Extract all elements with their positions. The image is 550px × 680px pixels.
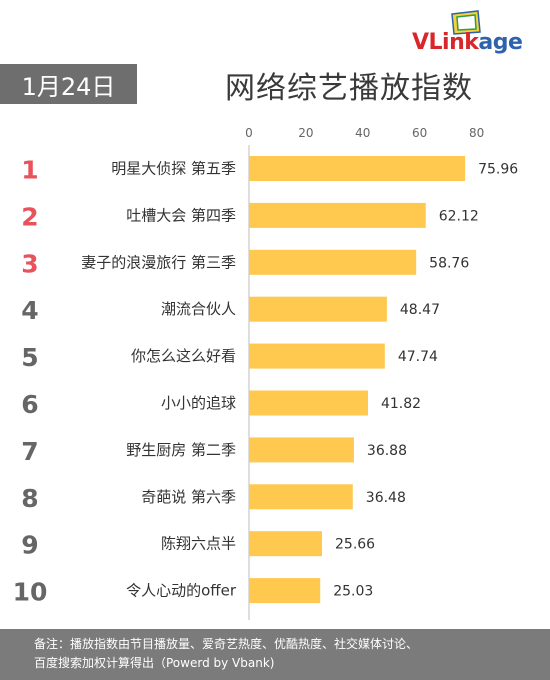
- category-label: 潮流合伙人: [161, 300, 236, 318]
- footer-line-2: 百度搜索加权计算得出（Powerd by Vbank): [34, 656, 275, 670]
- bar: [249, 296, 387, 322]
- footer-note: 备注：播放指数由节目播放量、爱奇艺热度、优酷热度、社交媒体讨论、 百度搜索加权计…: [0, 629, 550, 680]
- x-tick-label: 40: [355, 126, 370, 140]
- bar: [249, 531, 323, 557]
- bar: [249, 484, 353, 510]
- x-tick-label: 0: [245, 126, 253, 140]
- page-title: 网络综艺播放指数: [225, 71, 473, 106]
- rank-number: 1: [21, 156, 38, 185]
- category-label: 妻子的浪漫旅行 第三季: [81, 253, 236, 271]
- bar: [249, 390, 368, 416]
- bar: [249, 578, 321, 604]
- date-label: 1月24日: [21, 72, 116, 101]
- category-label: 明星大侦探 第五季: [111, 160, 236, 178]
- category-label: 奇葩说 第六季: [141, 488, 236, 506]
- rank-number: 4: [21, 296, 38, 325]
- rank-number: 6: [21, 390, 38, 419]
- value-label: 58.76: [429, 255, 469, 271]
- rank-number: 2: [21, 202, 38, 231]
- value-label: 41.82: [381, 396, 421, 412]
- value-label: 48.47: [400, 302, 440, 318]
- value-label: 36.48: [366, 490, 406, 506]
- value-label: 25.66: [335, 537, 375, 553]
- category-label: 野生厨房 第二季: [126, 441, 236, 459]
- x-tick-label: 80: [469, 126, 484, 140]
- rank-number: 7: [21, 437, 38, 466]
- category-label: 吐槽大会 第四季: [126, 206, 236, 224]
- date-badge: 1月24日: [0, 64, 137, 104]
- x-tick-label: 60: [412, 126, 427, 140]
- category-label: 陈翔六点半: [161, 535, 236, 553]
- bar: [249, 437, 354, 463]
- category-label: 令人心动的offer: [126, 582, 237, 600]
- bar: [249, 249, 417, 275]
- vlinkage-logo: VLinkage: [412, 10, 542, 58]
- bar: [249, 343, 385, 369]
- value-label: 36.88: [367, 443, 407, 459]
- rank-number: 9: [21, 531, 38, 560]
- rank-number: 5: [21, 343, 38, 372]
- rank-number: 3: [21, 249, 38, 278]
- bar-chart: 0 20 40 60 80 1 明星大侦探 第五季 75.96 2 吐槽大会 第四季 62.12 3 妻…: [13, 126, 518, 620]
- footer-line-1: 备注：播放指数由节目播放量、爱奇艺热度、优酷热度、社交媒体讨论、: [34, 637, 419, 651]
- value-label: 25.03: [333, 584, 373, 600]
- category-label: 你怎么这么好看: [131, 347, 236, 365]
- category-label: 小小的追球: [161, 394, 236, 412]
- logo-mark-icon: [451, 10, 481, 35]
- logo-text: VLinkage: [412, 30, 523, 55]
- x-tick-label: 20: [298, 126, 313, 140]
- rank-number: 10: [13, 578, 48, 607]
- rank-number: 8: [21, 484, 38, 513]
- value-label: 75.96: [478, 162, 518, 178]
- value-label: 47.74: [398, 349, 438, 365]
- value-label: 62.12: [439, 208, 479, 224]
- bar: [249, 156, 466, 181]
- bar: [249, 202, 426, 228]
